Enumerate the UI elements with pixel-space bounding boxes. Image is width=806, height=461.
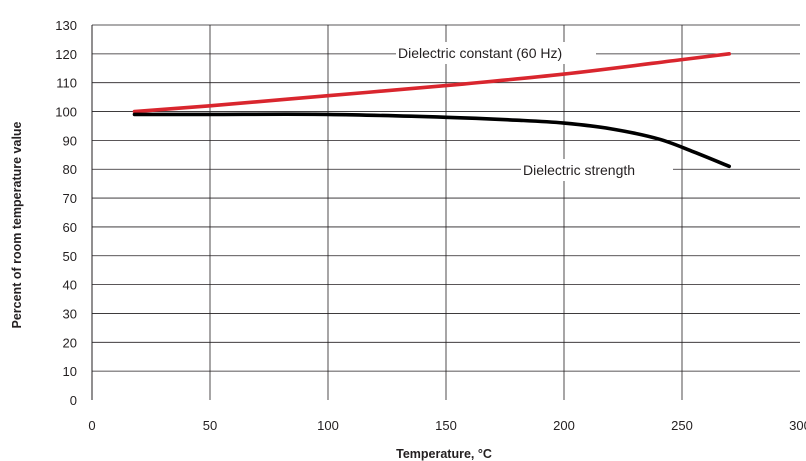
grid bbox=[91, 24, 800, 400]
x-tick-label-300: 300 bbox=[789, 418, 806, 433]
y-axis-title: Percent of room temperature value bbox=[10, 121, 24, 328]
y-tick-labels: 0 10 20 30 40 50 60 70 80 90 100 110 120 130 bbox=[55, 18, 77, 408]
x-tick-label-150: 150 bbox=[435, 418, 457, 433]
series-label-dielectric-strength: Dielectric strength bbox=[523, 162, 635, 178]
y-tick-label-0: 0 bbox=[70, 393, 77, 408]
y-tick-label-50: 50 bbox=[63, 249, 77, 264]
series-line-0 bbox=[132, 52, 731, 114]
y-tick-label-60: 60 bbox=[63, 220, 77, 235]
label-bg-dielectric-constant bbox=[396, 42, 596, 64]
x-tick-labels: 0 50 100 150 200 250 300 bbox=[88, 418, 806, 433]
y-tick-label-70: 70 bbox=[63, 191, 77, 206]
y-tick-label-80: 80 bbox=[63, 162, 77, 177]
y-tick-label-130: 130 bbox=[55, 18, 77, 33]
x-tick-label-50: 50 bbox=[203, 418, 217, 433]
y-tick-label-30: 30 bbox=[63, 306, 77, 321]
y-tick-label-100: 100 bbox=[55, 105, 77, 120]
x-tick-label-250: 250 bbox=[671, 418, 693, 433]
series-label-dielectric-constant: Dielectric constant (60 Hz) bbox=[398, 45, 562, 61]
series-layer bbox=[132, 52, 731, 169]
label-bg-dielectric-strength bbox=[521, 159, 673, 181]
y-tick-label-40: 40 bbox=[63, 278, 77, 293]
x-tick-label-200: 200 bbox=[553, 418, 575, 433]
y-tick-label-110: 110 bbox=[56, 76, 77, 91]
series-line-1 bbox=[132, 112, 731, 169]
y-tick-label-90: 90 bbox=[63, 133, 77, 148]
y-tick-label-20: 20 bbox=[63, 335, 77, 350]
y-tick-label-10: 10 bbox=[63, 364, 77, 379]
y-tick-label-120: 120 bbox=[55, 47, 77, 62]
x-axis-title: Temperature, °C bbox=[396, 447, 492, 461]
x-tick-label-0: 0 bbox=[88, 418, 95, 433]
x-tick-label-100: 100 bbox=[317, 418, 339, 433]
